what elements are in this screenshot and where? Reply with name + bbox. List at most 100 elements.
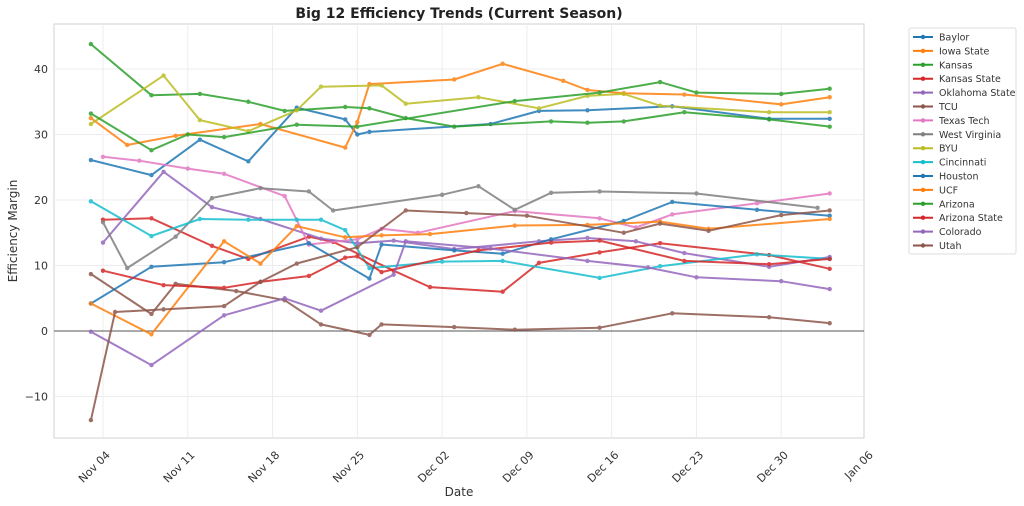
point-texas-tech xyxy=(827,191,832,196)
legend-marker xyxy=(920,76,926,81)
point-arizona xyxy=(88,111,94,116)
series-tcu xyxy=(88,271,832,338)
point-baylor xyxy=(343,117,348,122)
x-tick-label: Nov 25 xyxy=(330,449,367,486)
legend-label: West Virginia xyxy=(939,130,1001,141)
point-arizona xyxy=(294,122,299,127)
line-baylor xyxy=(90,105,830,177)
point-tcu xyxy=(149,311,154,317)
legend-item-iowa-state: Iowa State xyxy=(913,46,990,57)
legend-label: Arizona State xyxy=(939,213,1003,224)
y-tick-label: −10 xyxy=(25,391,48,404)
point-kansas-state xyxy=(209,243,215,249)
point-iowa-state xyxy=(125,142,130,148)
point-ucf xyxy=(149,332,154,337)
point-iowa-state xyxy=(355,119,360,125)
point-oklahoma-state xyxy=(161,169,166,175)
legend-marker xyxy=(920,146,926,151)
point-tcu xyxy=(379,322,384,327)
point-texas-tech xyxy=(597,216,602,221)
point-ucf xyxy=(258,261,263,266)
point-byu xyxy=(476,94,481,100)
point-arizona-state xyxy=(476,248,481,253)
series-baylor xyxy=(88,104,832,178)
point-utah xyxy=(161,307,166,312)
point-cincinnati xyxy=(88,199,94,204)
point-west-virginia xyxy=(125,265,130,271)
legend-item-arizona-state: Arizona State xyxy=(913,213,1003,224)
point-baylor xyxy=(367,129,372,135)
point-arizona-state xyxy=(343,255,348,260)
legend-item-byu: BYU xyxy=(913,144,958,155)
legend-marker xyxy=(920,104,926,109)
point-arizona xyxy=(597,90,602,95)
point-houston xyxy=(306,241,312,246)
legend-item-arizona: Arizona xyxy=(913,199,975,210)
point-tcu xyxy=(597,325,602,330)
legend-marker xyxy=(920,187,926,193)
point-texas-tech xyxy=(100,154,106,159)
point-west-virginia xyxy=(815,205,820,211)
point-houston xyxy=(670,199,675,205)
point-colorado xyxy=(779,279,784,284)
point-utah xyxy=(524,213,530,218)
point-baylor xyxy=(355,132,360,137)
point-ucf xyxy=(343,235,348,240)
point-cincinnati xyxy=(597,275,602,281)
y-tick-label: 40 xyxy=(34,63,48,76)
legend-item-tcu: TCU xyxy=(913,102,958,113)
point-utah xyxy=(258,279,263,285)
point-byu xyxy=(536,106,542,111)
point-arizona xyxy=(657,79,663,85)
y-tick-label: 20 xyxy=(34,194,48,207)
point-cincinnati xyxy=(149,233,154,239)
legend-marker xyxy=(920,159,926,165)
point-iowa-state xyxy=(500,61,505,66)
chart-title: Big 12 Efficiency Trends (Current Season… xyxy=(295,6,622,22)
y-tick-label: 30 xyxy=(34,129,48,142)
point-iowa-state xyxy=(88,115,94,121)
x-tick-label: Dec 23 xyxy=(670,449,707,486)
point-west-virginia xyxy=(100,220,106,225)
line-arizona xyxy=(90,81,830,152)
point-oklahoma-state xyxy=(100,240,106,245)
legend-label: Utah xyxy=(939,241,962,252)
point-baylor xyxy=(246,159,251,164)
point-kansas xyxy=(621,119,626,124)
point-colorado xyxy=(149,362,154,368)
point-utah xyxy=(779,212,784,218)
point-oklahoma-state xyxy=(585,235,590,241)
point-baylor xyxy=(197,137,203,142)
point-cincinnati xyxy=(500,258,505,264)
line-oklahoma-state xyxy=(102,170,830,268)
point-iowa-state xyxy=(343,145,348,150)
point-tcu xyxy=(367,332,372,338)
point-kansas xyxy=(282,108,287,114)
point-west-virginia xyxy=(209,195,215,201)
point-arizona xyxy=(694,90,699,95)
point-houston xyxy=(379,242,384,247)
point-houston xyxy=(621,218,626,224)
legend-label: Colorado xyxy=(939,227,982,238)
point-colorado xyxy=(403,239,408,244)
point-kansas-state xyxy=(657,241,663,246)
point-baylor xyxy=(88,157,94,163)
point-houston xyxy=(548,237,554,242)
point-houston xyxy=(149,264,154,270)
series-west-virginia xyxy=(100,184,820,271)
point-colorado xyxy=(221,313,227,318)
point-ucf xyxy=(827,216,832,222)
point-cincinnati xyxy=(367,265,372,271)
legend-marker xyxy=(920,62,926,67)
series-utah xyxy=(88,208,832,423)
point-utah xyxy=(657,221,663,226)
point-tcu xyxy=(512,327,517,332)
y-tick-label: 10 xyxy=(34,260,48,273)
point-west-virginia xyxy=(512,207,517,213)
line-west-virginia xyxy=(102,185,818,270)
point-west-virginia xyxy=(258,186,263,191)
point-colorado xyxy=(827,286,832,292)
point-tcu xyxy=(452,324,457,330)
point-texas-tech xyxy=(221,171,227,176)
point-arizona-state xyxy=(379,269,384,275)
